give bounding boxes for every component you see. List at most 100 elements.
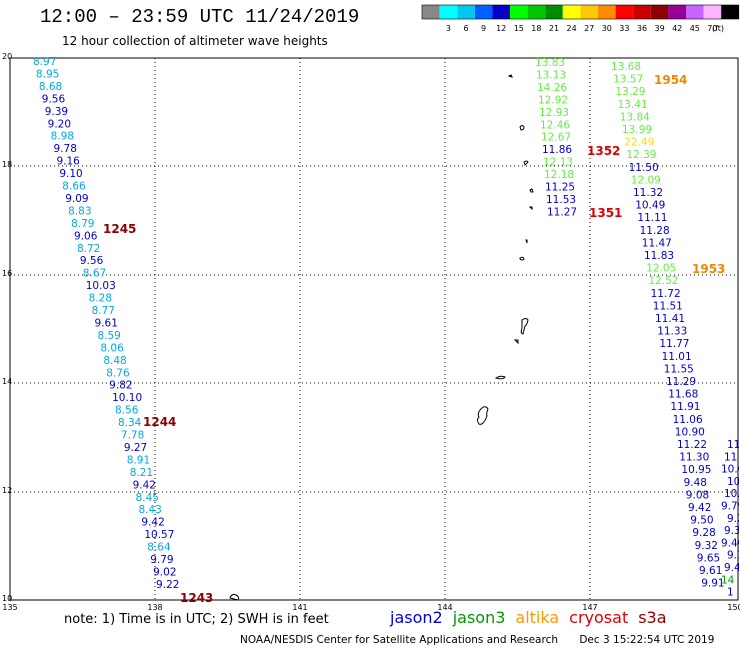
swh-value-label: 9.50 [690,515,713,527]
swh-value-label: 8.34 [118,417,142,429]
swh-value-label: 12.46 [540,119,570,131]
legend-altika: altika [515,608,560,627]
swh-value-label: 9.79 [150,554,173,566]
map-subtitle: 12 hour collection of altimeter wave hei… [62,34,328,48]
swh-value-label: 11.11 [637,212,667,224]
swh-value-label: 9.10 [59,168,82,180]
swh-value-label: 10.03 [86,280,116,292]
credit-text: NOAA/NESDIS Center for Satellite Applica… [240,634,558,646]
swh-value-label: 8.72 [77,243,100,255]
color-bin [527,5,546,19]
color-bin-label: 6 [463,24,468,33]
edge-value-label: 1 [727,587,734,599]
legend-s3a: s3a [638,608,667,627]
swh-value-label: 9.82 [109,380,132,392]
color-bar-frame [421,4,740,20]
swh-value-label: 11.68 [668,389,698,401]
color-bin [545,5,563,19]
color-bin [650,5,669,19]
longitude-label: 141 [292,603,307,612]
swh-value-label: 12.52 [648,275,678,287]
swh-value-label: 8.45 [136,492,159,504]
island-outline [520,318,529,335]
edge-value-label: 11 [724,451,737,463]
edge-value-label: 9.45 [724,562,740,574]
swh-value-label: 9.42 [133,479,156,491]
island-outline [494,375,506,380]
swh-value-label: 9.06 [74,230,98,242]
swh-value-label: 9.42 [688,502,711,514]
swh-value-label: 8.67 [83,268,106,280]
satellite-legend: jason2 jason3 altika cryosat s3a [390,608,677,627]
latitude-label: 10 [2,594,12,603]
swh-value-label: 9.42 [141,517,164,529]
swh-value-label: 11.32 [633,187,663,199]
swh-value-label: 9.78 [54,143,77,155]
swh-value-label: 8.28 [89,293,112,305]
legend-jason3: jason3 [452,608,506,627]
swh-value-label: 9.28 [692,527,715,539]
swh-value-label: 12.05 [646,263,676,275]
color-bin [474,5,493,19]
color-bin-label: 70 [707,24,717,33]
color-bin-label: 27 [584,24,594,33]
color-scale-bar: 3 6 9 12 15 18 21 24 27 30 33 36 39 42 45 70(ft) [421,4,740,33]
swh-value-label: 11.51 [653,300,683,312]
swh-value-label: 11.27 [547,206,577,218]
color-bin-label: 9 [481,24,486,33]
island-outline [507,74,513,78]
island-outline [513,339,519,345]
swh-value-label: 9.08 [686,489,709,501]
swh-value-label: 9.39 [45,106,68,118]
color-bin-label: 18 [531,24,541,33]
swh-value-label: 9.56 [42,93,66,105]
longitude-label: 147 [582,603,597,612]
swh-value-label: 9.09 [65,193,88,205]
swh-value-label: 9.48 [684,477,707,489]
edge-value-label: 14 [721,574,735,586]
swh-value-label: 11.53 [546,194,576,206]
swh-value-label: 12.18 [544,169,574,181]
swh-value-label: 11.86 [542,144,572,156]
swh-value-label: 9.02 [153,566,176,578]
swh-value-label: 8.43 [138,504,161,516]
color-bin [703,5,722,19]
color-bin-label: 36 [637,24,647,33]
edge-value-label: 9.39 [727,550,740,562]
latitude-label: 12 [2,486,12,495]
color-bin-label: 30 [602,24,612,33]
color-bin-label: 42 [672,24,682,33]
color-bin [615,5,634,19]
footer-note: note: 1) Time is in UTC; 2) SWH is in fe… [64,612,329,627]
swh-value-label: 13.84 [620,111,650,123]
swh-value-label: 11.50 [629,162,659,174]
swh-value-label: 8.95 [36,68,59,80]
swh-value-label: 10.90 [675,426,705,438]
swh-value-label: 11.30 [679,452,709,464]
swh-value-label: 9.16 [56,156,80,168]
time-label: 1954 [654,73,687,87]
longitude-label: 150 [727,603,740,612]
longitude-label: 138 [147,603,162,612]
edge-value-label: 9.40 [721,537,740,549]
legend-jason2: jason2 [390,608,443,627]
color-unit-label: (ft) [712,24,724,33]
swh-value-label: 8.76 [106,367,130,379]
color-bin-label: 15 [514,24,524,33]
color-bin [562,5,581,19]
time-label: 1351 [589,206,622,220]
swh-value-label: 11.91 [670,401,700,413]
swh-value-label: 9.65 [697,552,720,564]
time-label: 1352 [587,144,620,158]
swh-value-label: 13.57 [613,74,643,86]
swh-value-label: 11.72 [651,288,681,300]
swh-value-label: 12.39 [626,149,656,161]
swh-value-label: 8.91 [127,454,150,466]
swh-value-label: 9.56 [80,255,104,267]
swh-value-label: 8.64 [147,542,171,554]
color-bin-label: 33 [619,24,629,33]
latitude-label: 18 [2,160,12,169]
color-bin-label: 39 [655,24,665,33]
generated-timestamp: Dec 3 15:22:54 UTC 2019 [579,634,715,646]
swh-value-label: 13.41 [618,99,648,111]
